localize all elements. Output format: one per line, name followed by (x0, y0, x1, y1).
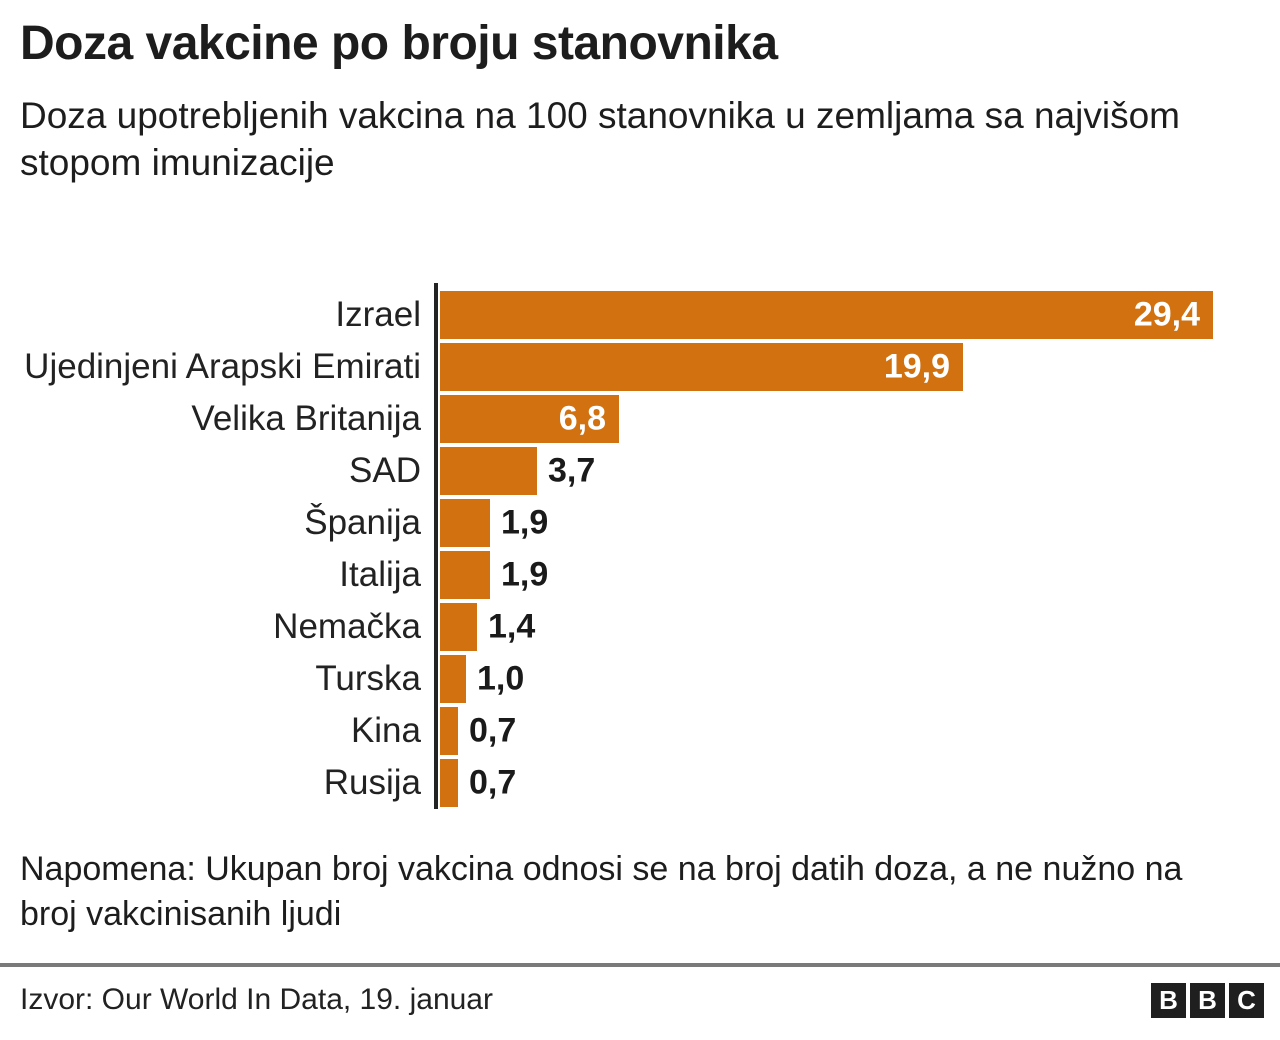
bar-track: 0,7 (435, 706, 1280, 755)
bar: 1,0 (440, 654, 524, 703)
category-label: Izrael (335, 294, 421, 334)
bar-track: 1,9 (435, 550, 1280, 599)
value-label: 1,9 (501, 555, 549, 594)
bar: 0,7 (440, 706, 516, 755)
chart-subtitle: Doza upotrebljenih vakcina na 100 stanov… (20, 94, 1180, 183)
bar: 6,8 (440, 394, 619, 443)
bar: 0,7 (440, 758, 516, 807)
value-label: 1,4 (488, 607, 536, 646)
category-label: Nemačka (273, 606, 421, 646)
value-label: 6,8 (558, 399, 606, 438)
bar-track: 1,9 (435, 498, 1280, 547)
bar-chart: Izrael 29,4 Ujedinjeni Arapski Emirati 19,9… (0, 282, 1280, 809)
chart-note: Napomena: Ukupan broj vakcina odnosi se … (20, 849, 1183, 933)
bar-track: 29,4 (435, 290, 1280, 339)
bbc-logo-letter: C (1229, 982, 1264, 1018)
bar-row: Španija 1,9 (0, 498, 1280, 547)
bar-track: 1,0 (435, 654, 1280, 703)
category-label: Španija (304, 502, 421, 542)
bar-track: 6,8 (435, 394, 1280, 443)
value-label: 0,7 (469, 763, 517, 802)
footer-divider (0, 962, 1280, 967)
y-axis-line (434, 282, 438, 809)
bar-track: 0,7 (435, 758, 1280, 807)
bar-track: 3,7 (435, 446, 1280, 495)
bar-row: Turska 1,0 (0, 654, 1280, 703)
value-label: 29,4 (1133, 295, 1200, 334)
category-label: SAD (349, 450, 421, 490)
bar-row: Ujedinjeni Arapski Emirati 19,9 (0, 342, 1280, 391)
bar-row: Italija 1,9 (0, 550, 1280, 599)
bar: 1,9 (440, 498, 548, 547)
category-label: Velika Britanija (191, 398, 421, 438)
value-label: 1,9 (501, 503, 549, 542)
bar-row: Nemačka 1,4 (0, 602, 1280, 651)
bar-row: Velika Britanija 6,8 (0, 394, 1280, 443)
category-label: Rusija (323, 762, 421, 802)
value-label: 0,7 (469, 711, 517, 750)
bar-row: Kina 0,7 (0, 706, 1280, 755)
bar: 1,9 (440, 550, 548, 599)
bbc-logo-letter: B (1190, 982, 1225, 1018)
bar-track: 1,4 (435, 602, 1280, 651)
bar-row: Izrael 29,4 (0, 290, 1280, 339)
bar: 29,4 (440, 290, 1213, 339)
bar-row: Rusija 0,7 (0, 758, 1280, 807)
bar-row: SAD 3,7 (0, 446, 1280, 495)
bar-rows: Izrael 29,4 Ujedinjeni Arapski Emirati 19,9… (0, 290, 1280, 807)
category-label: Turska (315, 658, 421, 698)
category-label: Kina (350, 710, 421, 750)
bbc-logo-letter: B (1151, 982, 1186, 1018)
bar-track: 19,9 (435, 342, 1280, 391)
value-label: 1,0 (477, 659, 525, 698)
value-label: 3,7 (548, 451, 596, 490)
bar: 19,9 (440, 342, 963, 391)
bar: 1,4 (440, 602, 535, 651)
chart-title: Doza vakcine po broju stanovnika (20, 17, 778, 70)
category-label: Ujedinjeni Arapski Emirati (24, 346, 421, 386)
value-label: 19,9 (883, 347, 950, 386)
category-label: Italija (339, 554, 421, 594)
source-text: Izvor: Our World In Data, 19. januar (20, 983, 493, 1017)
chart-card: Doza vakcine po broju stanovnika Doza up… (0, 17, 1280, 1040)
bar: 3,7 (440, 446, 595, 495)
